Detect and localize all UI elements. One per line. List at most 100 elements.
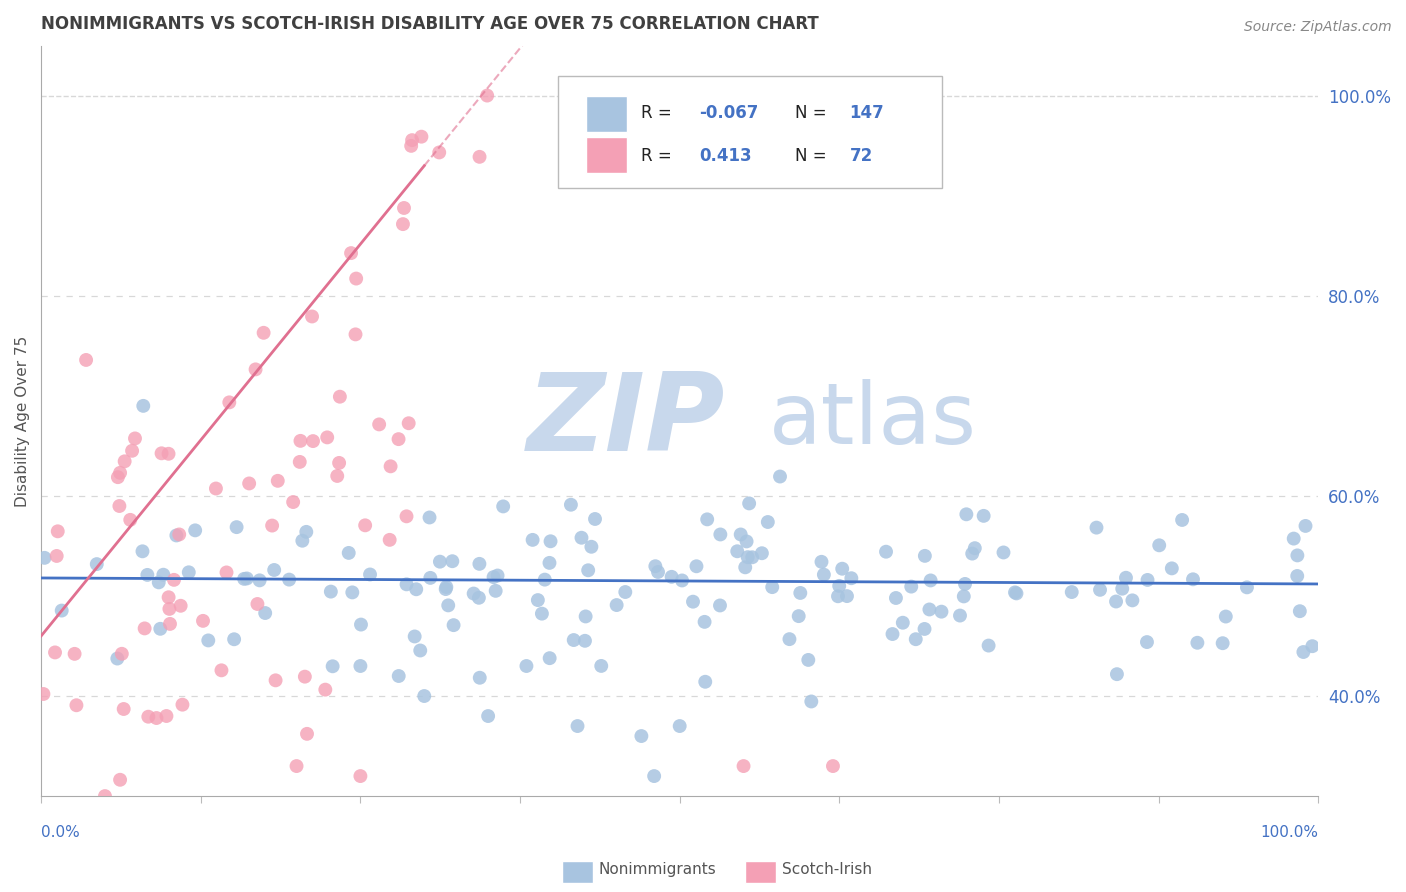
Point xyxy=(434,582,457,596)
Point xyxy=(392,201,415,215)
Text: Source: ZipAtlas.com: Source: ZipAtlas.com xyxy=(1244,20,1392,34)
Point xyxy=(1060,585,1083,599)
Point xyxy=(342,585,364,599)
Point xyxy=(734,560,756,574)
Text: 100.0%: 100.0% xyxy=(1260,825,1319,840)
Point xyxy=(314,682,336,697)
Point xyxy=(108,466,131,480)
Point xyxy=(411,129,433,144)
Point xyxy=(94,789,117,803)
Point xyxy=(949,608,972,623)
Point xyxy=(177,566,200,580)
Point xyxy=(827,589,849,603)
Point xyxy=(285,759,308,773)
Point xyxy=(955,508,977,522)
Point xyxy=(145,711,167,725)
Point xyxy=(1147,538,1170,552)
Point xyxy=(695,674,717,689)
Point xyxy=(328,456,350,470)
Point xyxy=(468,557,491,571)
Point xyxy=(685,559,707,574)
Point xyxy=(581,540,603,554)
Point xyxy=(344,271,367,285)
Point xyxy=(486,568,509,582)
Point xyxy=(105,651,128,665)
Point xyxy=(900,580,922,594)
Point xyxy=(191,614,214,628)
Point xyxy=(671,574,693,588)
Point xyxy=(828,579,851,593)
Point xyxy=(103,811,125,825)
Point xyxy=(904,632,927,647)
Point xyxy=(399,139,422,153)
Point xyxy=(576,563,599,577)
Point xyxy=(841,571,863,585)
Point xyxy=(482,570,505,584)
Y-axis label: Disability Age Over 75: Disability Age Over 75 xyxy=(15,335,30,507)
Point xyxy=(301,310,323,324)
Point xyxy=(1105,667,1128,681)
Text: Scotch-Irish: Scotch-Irish xyxy=(782,863,872,877)
Point xyxy=(349,769,371,783)
Point xyxy=(316,430,339,444)
Point xyxy=(132,399,155,413)
Point xyxy=(571,531,593,545)
Point xyxy=(1160,561,1182,575)
Point xyxy=(1004,585,1026,599)
Point xyxy=(761,580,783,594)
Point xyxy=(215,566,238,580)
Point xyxy=(485,583,508,598)
Point xyxy=(1111,582,1133,596)
Point xyxy=(211,663,233,677)
FancyBboxPatch shape xyxy=(558,76,942,188)
Point xyxy=(136,568,159,582)
Point xyxy=(238,476,260,491)
Text: 0.0%: 0.0% xyxy=(41,825,80,840)
Point xyxy=(709,527,731,541)
Point xyxy=(401,133,423,147)
Text: ZIP: ZIP xyxy=(526,368,725,474)
Point xyxy=(434,580,457,594)
Point xyxy=(349,659,371,673)
Point xyxy=(1088,582,1111,597)
Point xyxy=(831,562,853,576)
Point xyxy=(963,541,986,556)
Bar xyxy=(586,137,627,173)
Point xyxy=(344,327,367,342)
Bar xyxy=(586,96,627,132)
Point xyxy=(583,512,606,526)
Point xyxy=(647,565,669,579)
Text: 147: 147 xyxy=(849,104,884,122)
Point xyxy=(733,759,755,773)
Point xyxy=(730,527,752,541)
Text: atlas: atlas xyxy=(769,379,977,462)
Point xyxy=(1105,594,1128,608)
Point xyxy=(661,570,683,584)
Point xyxy=(522,533,544,547)
Text: R =: R = xyxy=(641,104,678,122)
Point xyxy=(789,586,811,600)
Point xyxy=(398,416,420,430)
Point xyxy=(1187,636,1209,650)
Point xyxy=(225,520,247,534)
Point xyxy=(136,709,159,723)
Point xyxy=(891,615,914,630)
Point xyxy=(184,524,207,538)
Point xyxy=(538,651,561,665)
Point xyxy=(1182,572,1205,586)
Point xyxy=(131,544,153,558)
Point xyxy=(643,769,665,783)
Point xyxy=(973,508,995,523)
Point xyxy=(159,616,181,631)
Point xyxy=(1236,580,1258,594)
Point xyxy=(644,559,666,574)
Text: -0.067: -0.067 xyxy=(699,104,758,122)
Point xyxy=(392,217,415,231)
Point xyxy=(1292,645,1315,659)
Point xyxy=(441,554,464,568)
Point xyxy=(388,669,411,683)
Point xyxy=(960,547,983,561)
Point xyxy=(515,659,537,673)
Point xyxy=(821,759,844,773)
Point xyxy=(337,546,360,560)
